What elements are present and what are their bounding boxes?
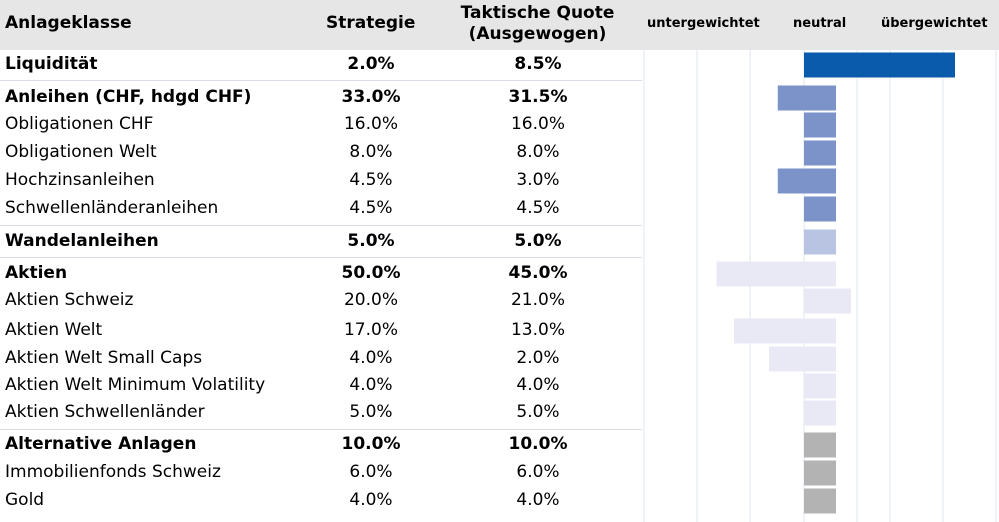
row-label: Hochzinsanleihen	[5, 170, 155, 190]
row-separator	[0, 80, 642, 81]
row-label: Aktien Schweiz	[5, 290, 134, 310]
row-tactical-value: 13.0%	[510, 320, 565, 340]
header-asset-class: Anlageklasse	[5, 13, 132, 33]
row-strategy-value: 6.0%	[349, 462, 393, 482]
bar-hochzinsanleihen	[777, 168, 836, 194]
row-tactical-value: 2.0%	[516, 348, 560, 368]
row-label: Immobilienfonds Schweiz	[5, 462, 221, 482]
bar-aktien-welt-minimum-volatility	[804, 373, 836, 399]
row-tactical-value: 3.0%	[516, 170, 560, 190]
row-tactical-value: 8.0%	[516, 142, 560, 162]
bar-aktien-welt	[734, 318, 836, 344]
row-strategy-value: 4.5%	[349, 198, 393, 218]
row-tactical-value: 5.0%	[514, 231, 562, 251]
bar-aktien	[716, 261, 836, 287]
row-strategy-value: 50.0%	[341, 263, 401, 283]
row-separator	[0, 429, 642, 430]
row-strategy-value: 5.0%	[349, 402, 393, 422]
table-header: Anlageklasse Strategie Taktische Quote (…	[0, 0, 999, 50]
bar-obligationen-welt	[804, 140, 836, 166]
row-label: Wandelanleihen	[5, 231, 159, 251]
row-tactical-value: 21.0%	[510, 290, 565, 310]
row-strategy-value: 4.0%	[349, 490, 393, 510]
row-label: Aktien Welt Small Caps	[5, 348, 203, 368]
header-tactical: Taktische Quote (Ausgewogen)	[430, 3, 645, 45]
row-label: Obligationen Welt	[5, 142, 157, 162]
row-tactical-value: 16.0%	[510, 114, 565, 134]
row-tactical-value: 4.0%	[516, 375, 560, 395]
row-strategy-value: 4.0%	[349, 348, 393, 368]
bar-alternative-anlagen	[804, 432, 836, 458]
bar-wandelanleihen	[804, 229, 836, 255]
header-tactical-line2: (Ausgewogen)	[468, 24, 607, 44]
row-strategy-value: 33.0%	[341, 87, 401, 107]
row-tactical-value: 10.0%	[508, 434, 568, 454]
row-tactical-value: 31.5%	[508, 87, 568, 107]
row-label: Liquidität	[5, 54, 98, 74]
row-strategy-value: 10.0%	[341, 434, 401, 454]
header-tactical-line1: Taktische Quote	[460, 3, 615, 23]
scale-label-overweight: übergewichtet	[881, 16, 988, 31]
row-tactical-value: 5.0%	[516, 402, 560, 422]
row-strategy-value: 2.0%	[347, 54, 395, 74]
row-label: Gold	[5, 490, 45, 510]
row-label: Aktien Schwellenländer	[5, 402, 205, 422]
bar-liquidität	[804, 52, 955, 78]
header-strategy: Strategie	[326, 13, 416, 33]
row-tactical-value: 6.0%	[516, 462, 560, 482]
bar-immobilienfonds-schweiz	[804, 460, 836, 486]
row-tactical-value: 8.5%	[514, 54, 562, 74]
row-label: Aktien	[5, 263, 68, 283]
row-separator	[0, 225, 642, 226]
scale-label-underweight: untergewichtet	[647, 16, 760, 31]
bar-aktien-schwellenländer	[804, 400, 836, 426]
row-strategy-value: 8.0%	[349, 142, 393, 162]
row-label: Aktien Welt Minimum Volatility	[5, 375, 266, 395]
scale-label-neutral: neutral	[793, 16, 847, 31]
row-tactical-value: 45.0%	[508, 263, 568, 283]
row-label: Anleihen (CHF, hdgd CHF)	[5, 87, 252, 107]
bar-gold	[804, 488, 836, 514]
row-separator	[0, 257, 642, 258]
bar-schwellenländeranleihen	[804, 196, 836, 222]
row-tactical-value: 4.5%	[516, 198, 560, 218]
row-label: Aktien Welt	[5, 320, 103, 340]
row-strategy-value: 16.0%	[343, 114, 398, 134]
row-strategy-value: 5.0%	[347, 231, 395, 251]
row-strategy-value: 20.0%	[343, 290, 398, 310]
bar-anleihen-chf-hdgd-chf	[777, 85, 836, 111]
row-label: Schwellenländeranleihen	[5, 198, 219, 218]
row-strategy-value: 4.5%	[349, 170, 393, 190]
bar-aktien-schweiz	[804, 288, 851, 314]
bar-aktien-welt-small-caps	[769, 346, 836, 372]
row-strategy-value: 4.0%	[349, 375, 393, 395]
row-label: Obligationen CHF	[5, 114, 154, 134]
bar-obligationen-chf	[804, 112, 836, 138]
row-tactical-value: 4.0%	[516, 490, 560, 510]
row-label: Alternative Anlagen	[5, 434, 197, 454]
chart-bars	[716, 52, 955, 514]
row-strategy-value: 17.0%	[343, 320, 398, 340]
